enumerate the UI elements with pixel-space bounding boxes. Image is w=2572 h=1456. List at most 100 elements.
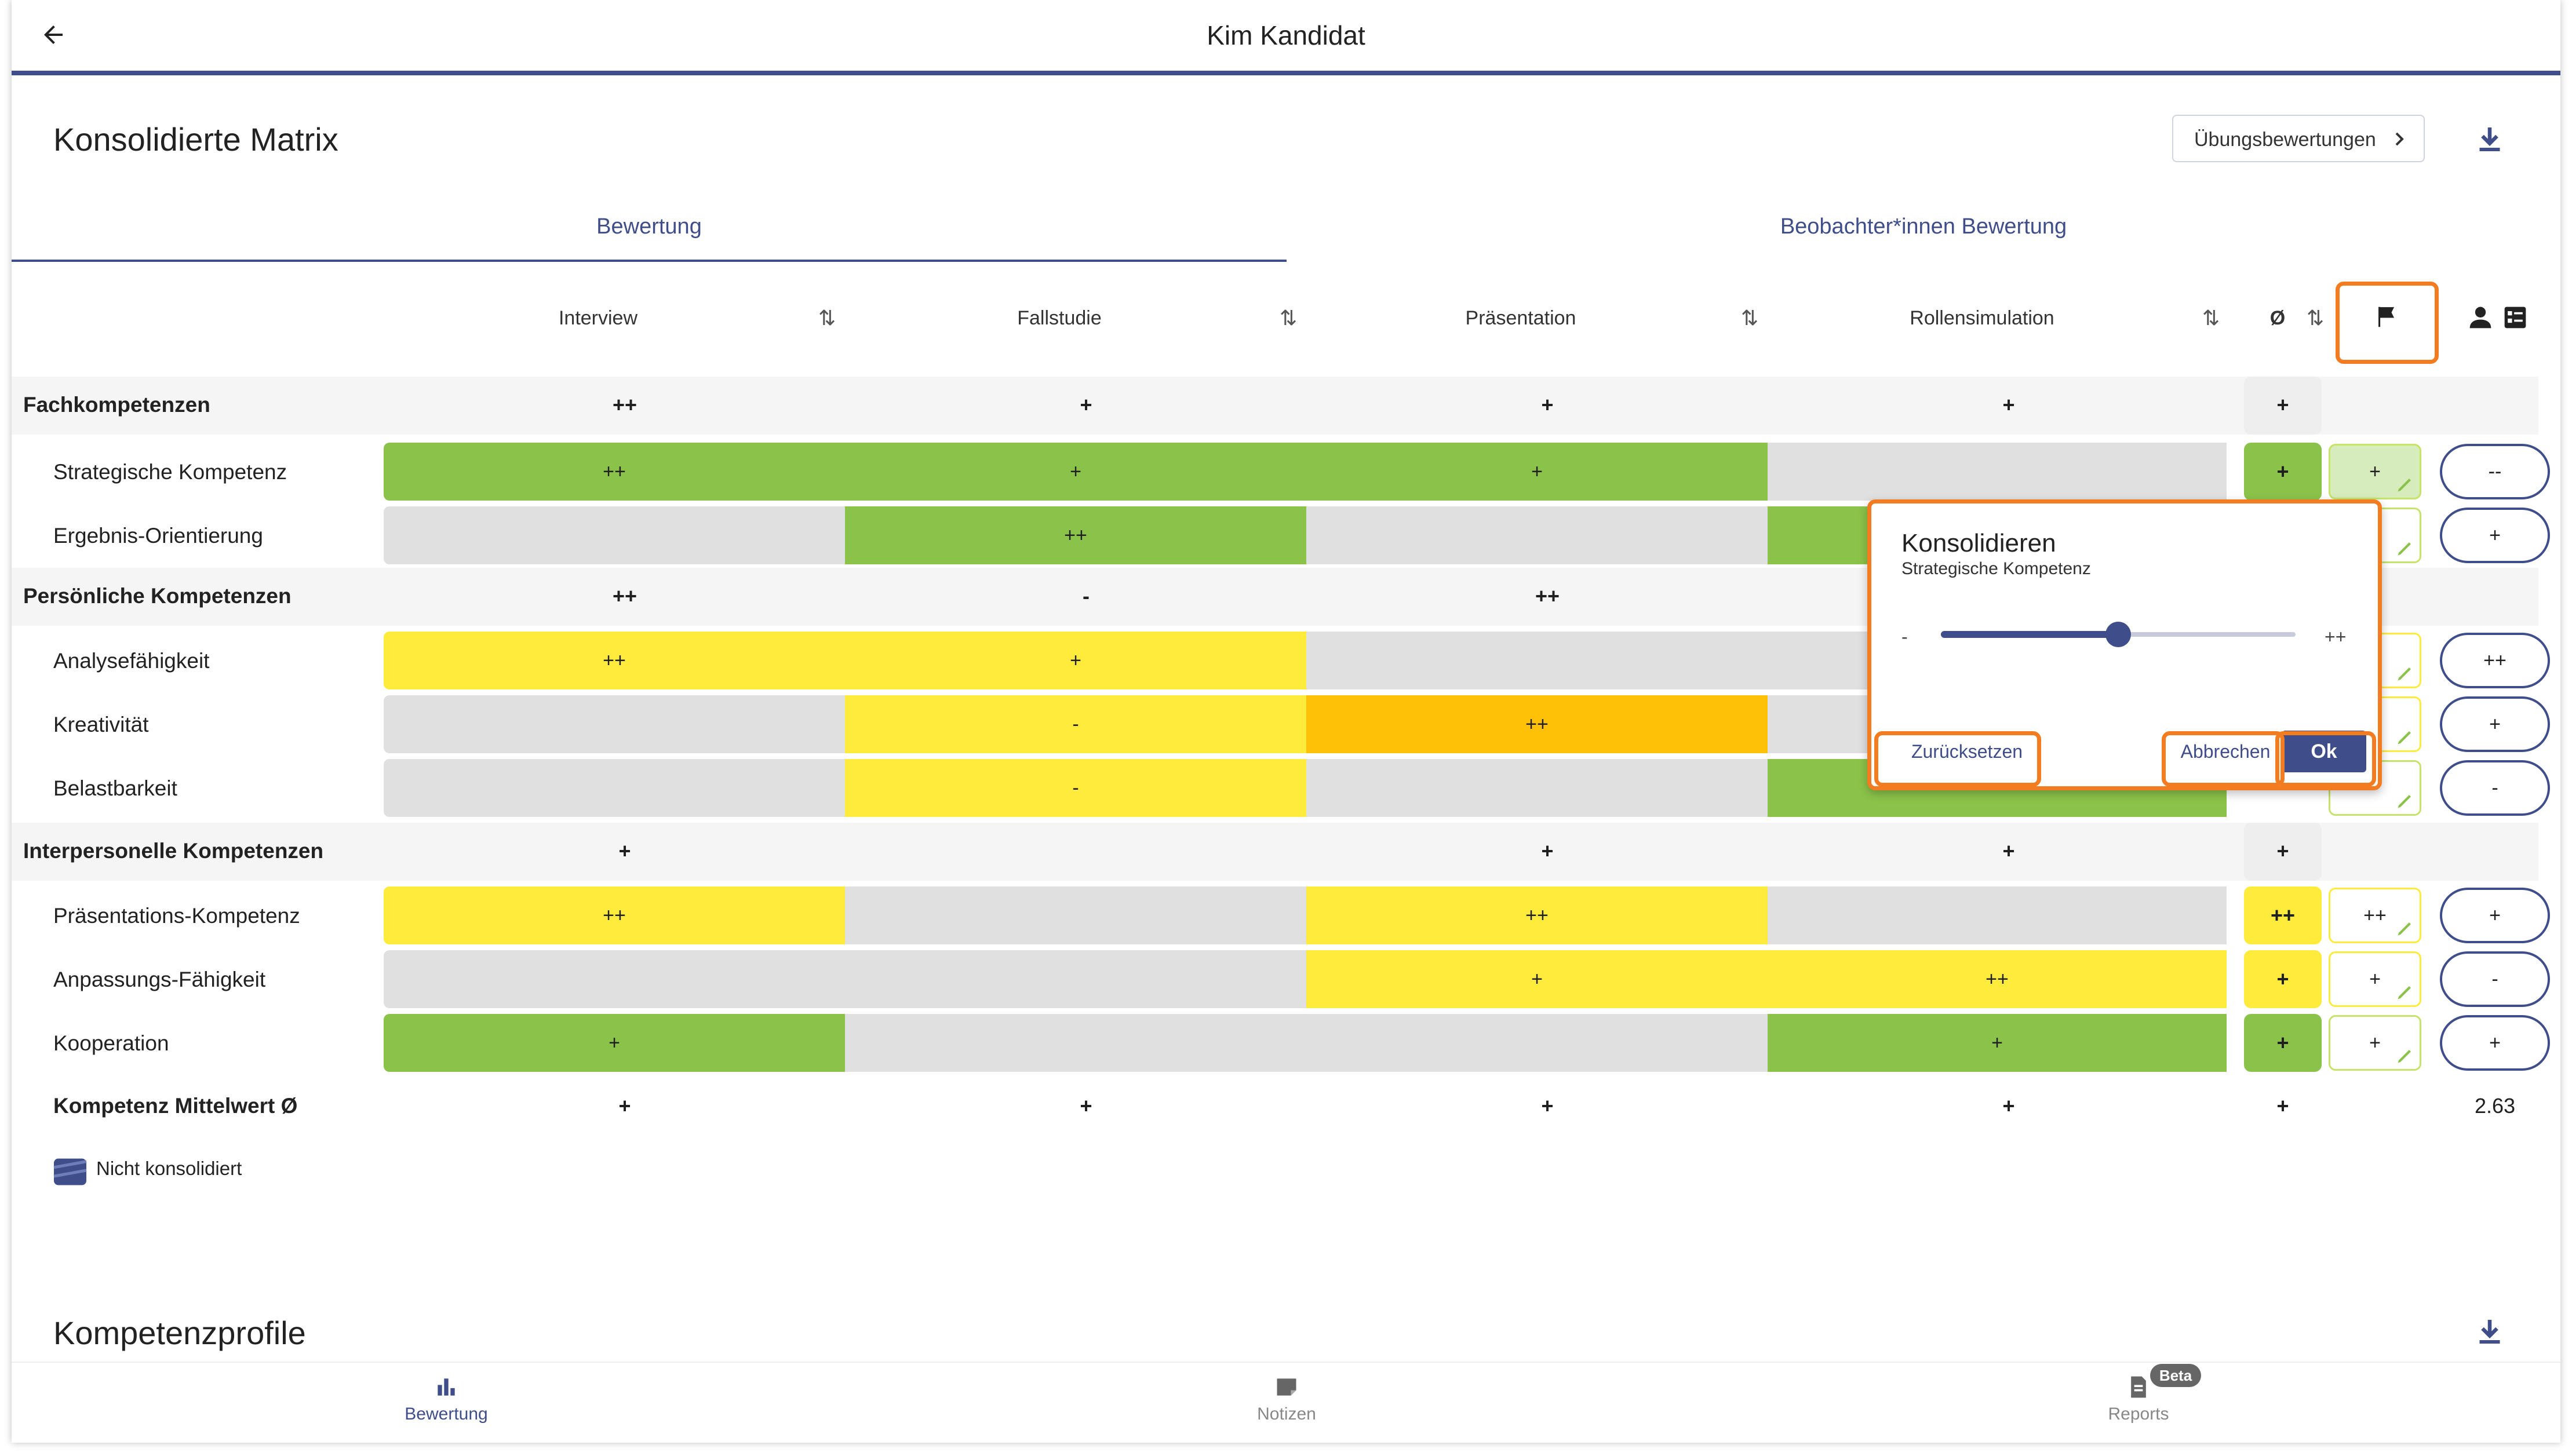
reset-button[interactable]: Zurücksetzen <box>1911 741 2023 762</box>
person-icon[interactable] <box>2468 305 2493 330</box>
rating-cell[interactable]: ++ <box>1768 950 2227 1008</box>
rating-cell[interactable] <box>1768 886 2227 944</box>
rating-cell[interactable] <box>845 1014 1306 1072</box>
rating-cell[interactable]: ++ <box>384 886 845 944</box>
pencil-icon[interactable] <box>2395 726 2416 747</box>
ok-button[interactable]: Ok <box>2282 731 2366 772</box>
rating-cell[interactable]: ++ <box>384 443 845 501</box>
pencil-icon[interactable] <box>2395 537 2416 558</box>
observer-rating-pill[interactable]: -- <box>2440 444 2550 499</box>
average-cell: + <box>2244 950 2322 1008</box>
rating-cell[interactable]: ++ <box>1306 695 1768 753</box>
pencil-icon[interactable] <box>2395 981 2416 1002</box>
observer-rating-pill[interactable]: + <box>2440 696 2550 752</box>
pencil-icon[interactable] <box>2395 790 2416 811</box>
category-persoenliche-kompetenzen: Persönliche Kompetenzen <box>23 584 292 608</box>
observer-rating-pill[interactable]: + <box>2440 888 2550 943</box>
rating-cell[interactable] <box>1306 759 1768 817</box>
observer-rating-pill[interactable]: - <box>2440 760 2550 816</box>
rating-cell[interactable] <box>384 506 845 564</box>
cancel-button[interactable]: Abbrechen <box>2180 741 2271 762</box>
observer-rating-pill[interactable]: - <box>2440 951 2550 1007</box>
competency-rating-bar: +++ <box>384 950 2234 1008</box>
rating-cell[interactable] <box>845 950 1306 1008</box>
consolidated-cell[interactable]: ++ <box>2329 888 2421 943</box>
rating-cell[interactable]: + <box>845 443 1306 501</box>
competency-label: Analysefähigkeit <box>53 649 210 673</box>
slider-thumb[interactable] <box>2105 622 2131 647</box>
rating-cell[interactable] <box>384 950 845 1008</box>
sort-icon[interactable]: ⇅ <box>2202 306 2220 330</box>
category-value: ++ <box>612 393 637 417</box>
competency-label: Kreativität <box>53 713 149 736</box>
nav-item-reports[interactable]: Reports <box>2023 1374 2254 1424</box>
competency-label: Strategische Kompetenz <box>53 460 287 484</box>
reset-highlight <box>1874 731 2041 787</box>
observer-rating-pill[interactable]: + <box>2440 1015 2550 1071</box>
sort-icon[interactable]: ⇅ <box>1280 306 1298 330</box>
rating-cell[interactable] <box>845 886 1306 944</box>
column-header-rollensimulation: Rollensimulation <box>1910 307 2054 329</box>
category-value: + <box>2002 393 2015 417</box>
consolidate-dialog: Konsolidieren Strategische Kompetenz - +… <box>1867 499 2382 790</box>
slider-track[interactable] <box>1941 622 2296 647</box>
pencil-icon[interactable] <box>2395 1045 2416 1065</box>
rating-cell[interactable]: - <box>845 759 1306 817</box>
consolidated-value: ++ <box>2363 904 2387 926</box>
category-value: + <box>1541 393 1554 417</box>
category-value: ++ <box>1535 584 1560 608</box>
sort-icon[interactable]: ⇅ <box>1741 306 1759 330</box>
rating-cell[interactable] <box>1306 1014 1768 1072</box>
consolidated-cell[interactable]: + <box>2329 444 2421 499</box>
checklist-icon[interactable] <box>2502 305 2528 330</box>
rating-cell[interactable]: + <box>1306 950 1768 1008</box>
rating-cell[interactable]: ++ <box>1306 886 1768 944</box>
back-arrow-icon[interactable] <box>37 21 70 49</box>
tab-beobachter-bewertung[interactable]: Beobachter*innen Bewertung <box>1780 214 2067 239</box>
nav-label: Reports <box>2108 1404 2169 1424</box>
rating-cell[interactable]: + <box>1768 1014 2227 1072</box>
category-value: + <box>1080 393 1092 417</box>
column-header-interview: Interview <box>558 307 638 329</box>
rating-cell[interactable] <box>1306 632 1768 689</box>
tab-bewertung[interactable]: Bewertung <box>596 214 702 239</box>
rating-cell[interactable]: ++ <box>845 506 1306 564</box>
consolidated-cell[interactable]: + <box>2329 951 2421 1007</box>
observer-rating-pill[interactable]: ++ <box>2440 633 2550 688</box>
rating-cell[interactable]: + <box>384 1014 845 1072</box>
competency-rating-bar: ++ <box>384 1014 2234 1072</box>
pencil-icon[interactable] <box>2395 473 2416 494</box>
observer-rating-pill[interactable]: + <box>2440 508 2550 563</box>
rating-cell[interactable] <box>384 759 845 817</box>
summary-score: 2.63 <box>2474 1094 2516 1118</box>
cancel-highlight <box>2162 731 2285 787</box>
competency-label: Präsentations-Kompetenz <box>53 904 300 928</box>
bottom-navigation <box>12 1362 2560 1443</box>
rating-cell[interactable] <box>384 695 845 753</box>
rating-cell[interactable]: - <box>845 695 1306 753</box>
rating-cell[interactable]: + <box>1306 443 1768 501</box>
consolidated-value: + <box>2369 968 2381 990</box>
rating-cell[interactable]: + <box>845 632 1306 689</box>
section-title-profiles: Kompetenzprofile <box>53 1315 306 1351</box>
download-icon[interactable] <box>2472 122 2507 156</box>
summary-value: + <box>1541 1094 1554 1118</box>
consolidated-cell[interactable]: + <box>2329 1015 2421 1071</box>
download-icon[interactable] <box>2472 1314 2507 1349</box>
category-average: + <box>2276 393 2289 417</box>
sort-icon[interactable]: ⇅ <box>2307 306 2325 330</box>
pencil-icon[interactable] <box>2395 917 2416 938</box>
dialog-subtitle: Strategische Kompetenz <box>1901 559 2091 578</box>
nav-item-notizen[interactable]: Notizen <box>1171 1374 1402 1424</box>
rating-cell[interactable] <box>1306 506 1768 564</box>
sort-icon[interactable]: ⇅ <box>818 306 836 330</box>
rating-cell[interactable]: ++ <box>384 632 845 689</box>
average-header: Ø <box>2269 307 2286 329</box>
note-icon <box>1277 1378 1296 1396</box>
flag-icon[interactable] <box>2374 304 2400 330</box>
rating-cell[interactable] <box>1768 443 2227 501</box>
exercise-ratings-button[interactable]: Übungsbewertungen <box>2172 115 2425 162</box>
pencil-icon[interactable] <box>2395 662 2416 683</box>
nav-item-bewertung[interactable]: Bewertung <box>330 1374 562 1424</box>
category-value: + <box>2002 839 2015 863</box>
